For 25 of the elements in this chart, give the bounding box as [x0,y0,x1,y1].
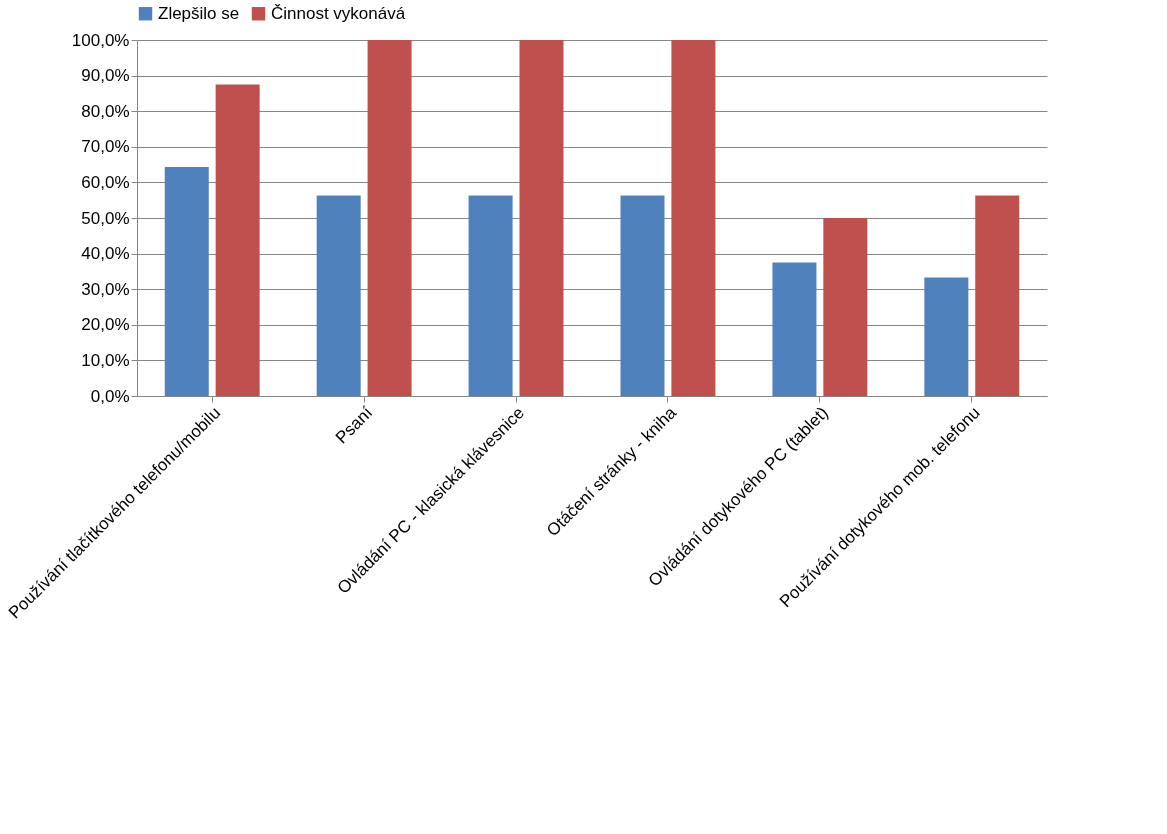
y-tick-label: 60,0% [81,172,130,192]
y-tick-label: 10,0% [81,350,130,370]
legend-label: Činnost vykonává [271,3,406,23]
bar [316,195,361,396]
y-tick-label: 70,0% [81,137,130,157]
y-tick-label: 0,0% [90,386,130,406]
y-tick-label: 100,0% [71,30,130,50]
y-tick-label: 40,0% [81,244,130,264]
y-tick-label: 20,0% [81,315,130,335]
y-tick-label: 50,0% [81,208,130,228]
bar [975,195,1020,396]
bar [924,277,969,396]
y-tick-label: 30,0% [81,279,130,299]
y-tick-label: 80,0% [81,101,130,121]
bar [671,40,716,396]
bar [164,167,209,396]
y-tick-label: 90,0% [81,66,130,86]
legend-label: Zlepšilo se [158,3,240,23]
bar [468,195,513,396]
bar [215,84,260,396]
bar [367,40,412,396]
bar [772,262,817,396]
bar [823,218,868,396]
bar [519,40,564,396]
bar [620,195,665,396]
